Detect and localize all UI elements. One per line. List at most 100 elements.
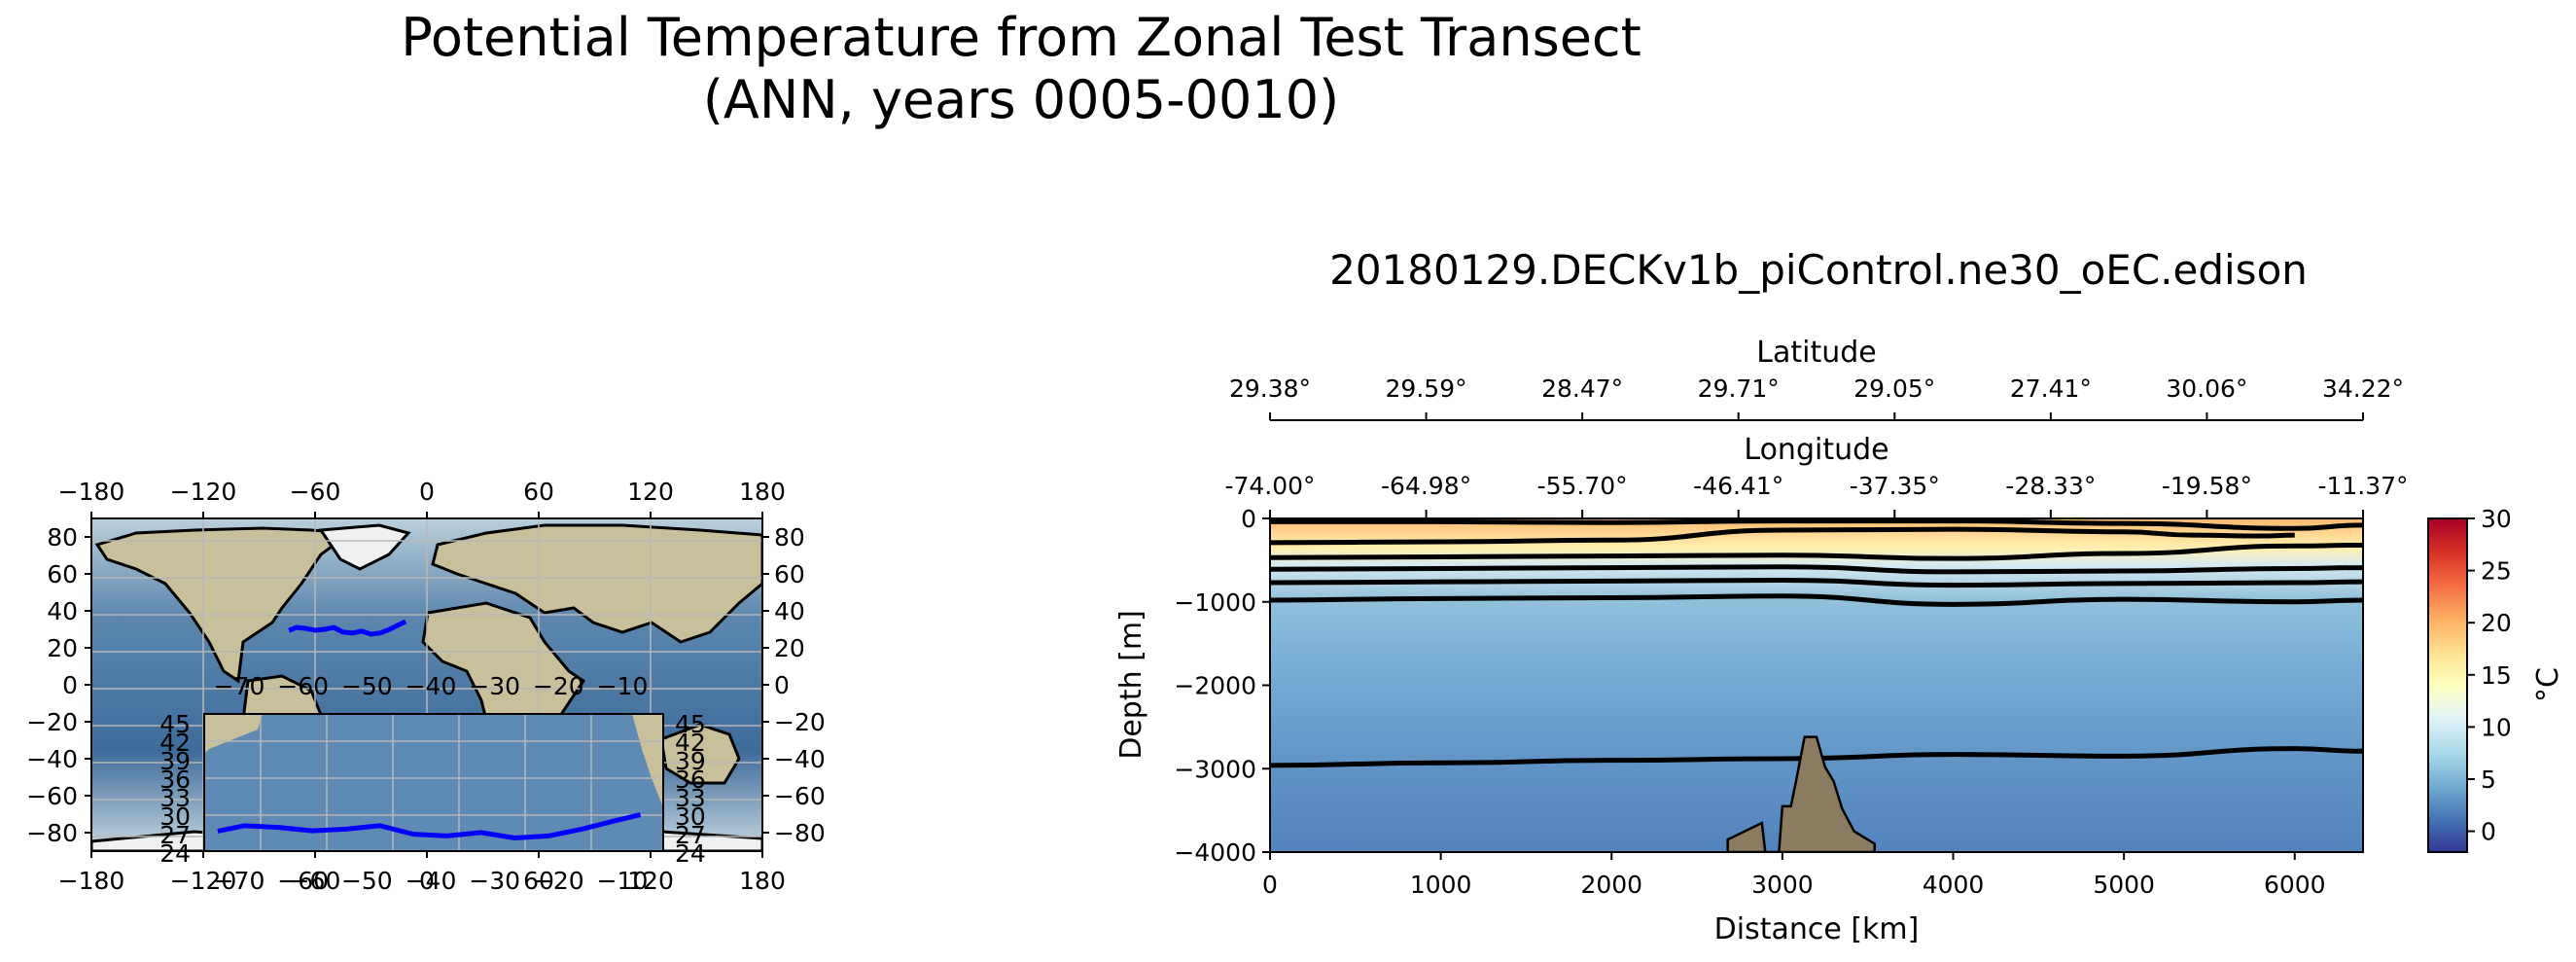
longitude-tick-label: -19.58° (2162, 472, 2252, 500)
transect-axis-ticks: 0 1000 2000 3000 4000 5000 6000 0 −1000 −2000 −300… (1174, 374, 2408, 899)
longitude-tick-label: -46.41° (1693, 472, 1783, 500)
contour-line (1270, 526, 2295, 546)
north-america-landmass (94, 526, 355, 684)
map-ytick-label: 20 (47, 634, 78, 662)
map-ytick-label-right: 80 (774, 523, 805, 552)
inset-ytick-label: 42 (159, 729, 191, 757)
colorbar-tick-label: 30 (2481, 505, 2512, 533)
colorbar-tick-label: 20 (2481, 609, 2512, 637)
transect-ytick-label: −3000 (1174, 755, 1256, 783)
transect-xtick-label: 3000 (1751, 871, 1814, 899)
inset-ytick-label-right: 45 (675, 710, 706, 738)
inset-xtick-label: −70 (214, 867, 265, 895)
figure-title-line2: (ANN, years 0005-0010) (703, 69, 1339, 130)
transect-ylabel: Depth [m] (1114, 610, 1148, 760)
colorbar-tick-label: 15 (2481, 661, 2512, 690)
map-axis-ticks: −180−180−120−120−60−60006060120120180180… (26, 478, 826, 895)
map-xtick-label-top: 60 (523, 478, 554, 506)
map-xtick-label-top: −180 (58, 478, 125, 506)
map-ytick-label: −40 (26, 745, 78, 773)
map-ytick-label-right: −40 (774, 745, 826, 773)
map-inset (203, 713, 664, 852)
map-xtick-label: 60 (523, 867, 554, 895)
inset-ytick-label: 27 (159, 821, 191, 849)
contour-line (1270, 518, 2363, 531)
longitude-tick-label: -74.00° (1224, 472, 1315, 500)
figure-title-line1: Potential Temperature from Zonal Test Tr… (401, 7, 1641, 68)
inset-ytick-label-right: 24 (675, 839, 706, 868)
longitude-tick-label: -11.37° (2317, 472, 2408, 500)
inset-ytick-label-right: 27 (675, 821, 706, 849)
colorbar-tick-label: 5 (2481, 766, 2496, 794)
contour-line (1270, 746, 2363, 768)
map-xtick-label: −180 (58, 867, 125, 895)
inset-xtick-label-top: −40 (406, 672, 457, 700)
inset-xtick-label: −20 (533, 867, 584, 895)
latitude-tick-label: 29.38° (1229, 374, 1311, 403)
inset-ytick-label: 36 (159, 766, 191, 794)
latitude-tick-label: 27.41° (2010, 374, 2092, 403)
map-ytick-label-right: 60 (774, 560, 805, 588)
transect-xtick-label: 4000 (1923, 871, 1985, 899)
inset-ytick-label: 39 (159, 747, 191, 775)
map-ytick-label-right: −20 (774, 708, 826, 736)
inset-ytick-label-right: 42 (675, 729, 706, 757)
map-xtick-label: 120 (627, 867, 674, 895)
inset-xtick-label-top: −30 (469, 672, 520, 700)
transect-xtick-label: 5000 (2093, 871, 2155, 899)
map-xtick-label: −120 (170, 867, 237, 895)
transect-panel: 20180129.DECKv1b_piControl.ne30_oEC.edis… (1114, 246, 2565, 946)
bathymetry-seafloor (1726, 735, 1876, 852)
latitude-tick-label: 29.71° (1698, 374, 1780, 403)
longitude-tick-label: -37.35° (1850, 472, 1940, 500)
transect-xtick-label: 0 (1262, 871, 1278, 899)
map-ytick-label: 40 (47, 597, 78, 625)
map-xtick-label: 0 (419, 867, 435, 895)
map-ytick-label-right: −60 (774, 782, 826, 810)
contour-line (1270, 542, 2363, 561)
map-ytick-label: −60 (26, 782, 78, 810)
inset-xtick-label-top: −20 (533, 672, 584, 700)
transect-xtick-label: 1000 (1410, 871, 1472, 899)
contour-line (1270, 577, 2363, 588)
inset-xtick-label: −60 (277, 867, 329, 895)
colorbar-label: °C (2531, 667, 2565, 702)
greenland-landmass (318, 523, 411, 571)
inset-ytick-label: 30 (159, 802, 191, 831)
inset-transect-line (217, 812, 642, 841)
inset-xtick-label: −10 (597, 867, 649, 895)
latitude-tick-label: 29.59° (1386, 374, 1467, 403)
contour-line (1270, 564, 2363, 575)
longitude-tick-label: -55.70° (1537, 472, 1628, 500)
inset-ytick-label-right: 33 (675, 784, 706, 812)
inset-ytick-label-right: 30 (675, 802, 706, 831)
transect-ytick-label: −4000 (1174, 838, 1256, 867)
transect-ytick-label: −1000 (1174, 588, 1256, 617)
map-ytick-label-right: 40 (774, 597, 805, 625)
inset-ytick-label-right: 36 (675, 766, 706, 794)
colorbar-ticks: 30 25 20 15 10 5 0 (2467, 505, 2512, 846)
map-xtick-label-top: 0 (419, 478, 435, 506)
colorbar-tick-label: 0 (2481, 818, 2496, 846)
map-ytick-label: 80 (47, 523, 78, 552)
map-xtick-label-top: 180 (739, 478, 786, 506)
eurasia-landmass (431, 523, 762, 644)
inset-xtick-label: −40 (406, 867, 457, 895)
map-xtick-label-top: −120 (170, 478, 237, 506)
inset-xtick-label: −30 (469, 867, 520, 895)
latitude-tick-label: 30.06° (2166, 374, 2247, 403)
transect-ytick-label: −2000 (1174, 672, 1256, 700)
map-xtick-label-top: 120 (627, 478, 674, 506)
map-xtick-label-top: −60 (290, 478, 341, 506)
map-ytick-label: −20 (26, 708, 78, 736)
colorbar-tick-label: 25 (2481, 557, 2512, 586)
map-panel: −180−180−120−120−60−60006060120120180180… (26, 478, 826, 895)
inset-ytick-label: 33 (159, 784, 191, 812)
inset-ytick-label: 45 (159, 710, 191, 738)
inset-xtick-label-top: −50 (341, 672, 393, 700)
transect-xlabel: Distance [km] (1714, 912, 1920, 946)
inset-xtick-label-top: −10 (597, 672, 649, 700)
inset-xtick-label-top: −60 (277, 672, 329, 700)
colorbar (2427, 517, 2468, 853)
